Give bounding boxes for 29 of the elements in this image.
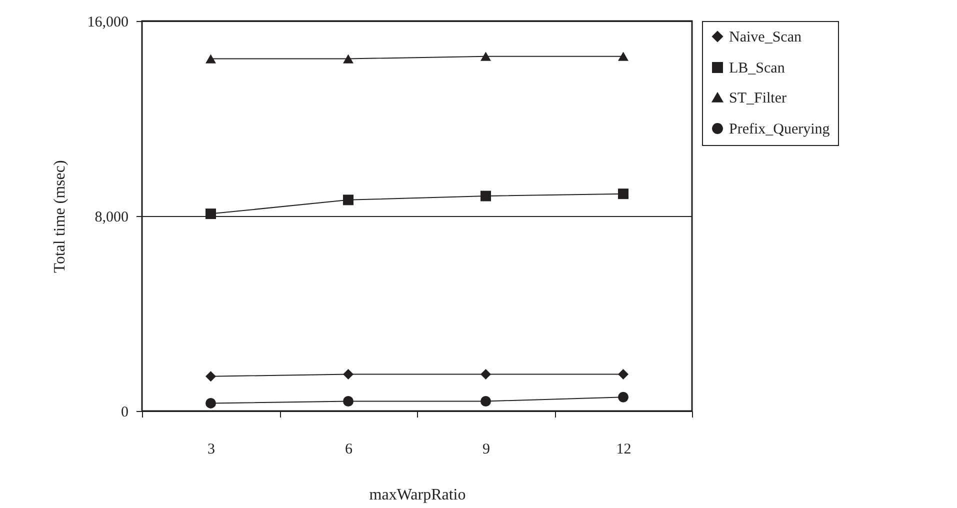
- point: [618, 52, 628, 61]
- x-tick-label: 3: [208, 442, 215, 458]
- point: [343, 396, 354, 406]
- point: [618, 392, 628, 402]
- point: [206, 371, 216, 382]
- point: [618, 188, 628, 200]
- point: [206, 398, 216, 408]
- y-tick-label: 0: [121, 404, 128, 420]
- point: [480, 396, 491, 406]
- point: [343, 368, 354, 380]
- legend-label: ST_Filter: [729, 90, 787, 106]
- point: [480, 368, 491, 380]
- x-axis-title: maxWarpRatio: [369, 486, 466, 504]
- point: [343, 54, 354, 64]
- x-tick-label: 9: [482, 442, 490, 458]
- y-tick-label: 16,000: [87, 14, 128, 30]
- legend-label: LB_Scan: [729, 60, 786, 76]
- legend-label: Naive_Scan: [729, 30, 802, 46]
- y-axis-title: Total time (msec): [51, 160, 68, 273]
- point: [206, 54, 216, 64]
- point: [343, 194, 354, 206]
- legend-label: Prefix_Querying: [729, 122, 830, 138]
- x-tick-label: 12: [616, 442, 632, 458]
- x-tick-label: 6: [345, 442, 353, 458]
- point: [480, 190, 491, 202]
- y-tick-label: 8,000: [94, 210, 128, 226]
- point: [480, 52, 491, 61]
- point: [206, 208, 216, 220]
- point: [618, 368, 628, 380]
